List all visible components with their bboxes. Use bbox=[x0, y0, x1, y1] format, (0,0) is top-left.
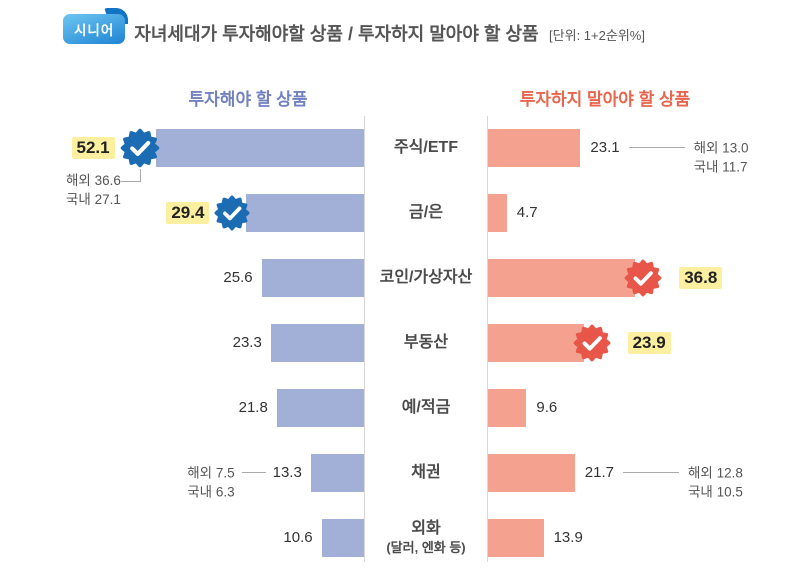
avoid-bar bbox=[488, 258, 636, 297]
avoid-cell: 13.9 bbox=[488, 505, 800, 570]
category-cell: 부동산 bbox=[364, 310, 488, 375]
invest-cell: 52.1 해외 36.6 국내 27.1 bbox=[0, 115, 364, 207]
avoid-bar bbox=[488, 323, 584, 362]
value-label: 13.9 bbox=[553, 529, 583, 546]
category-label: 금/은 bbox=[409, 203, 443, 221]
avoid-cell: 9.6 bbox=[488, 375, 800, 440]
senior-ribbon: 시니어 bbox=[63, 8, 129, 44]
note-line: 국내 10.5 bbox=[688, 484, 743, 499]
category-label: 코인/가상자산 bbox=[379, 268, 473, 286]
senior-badge: 시니어 bbox=[63, 14, 126, 44]
title-text: 자녀세대가 투자해야할 상품 / 투자하지 말아야 할 상품 bbox=[134, 24, 539, 44]
category-cell: 금/은 bbox=[364, 180, 488, 245]
value-label-highlighted: 52.1 bbox=[71, 136, 115, 159]
avoid-cell: 23.9 bbox=[488, 310, 800, 375]
avoid-column-title: 투자하지 말아야 할 상품 bbox=[519, 90, 691, 109]
invest-column-title: 투자해야 할 상품 bbox=[188, 90, 308, 109]
column-headers: 투자해야 할 상품 투자하지 말아야 할 상품 bbox=[0, 85, 800, 110]
chart-row-savings: 21.8 예/적금 9.6 bbox=[0, 375, 800, 440]
avoid-cell: 36.8 bbox=[488, 245, 800, 310]
note-connector bbox=[121, 169, 141, 182]
avoid-bar bbox=[488, 193, 507, 232]
category-cell: 외화 (달러, 엔화 등) bbox=[364, 505, 488, 570]
category-label: 주식/ETF bbox=[393, 138, 459, 156]
invest-cell: 29.4 bbox=[0, 180, 364, 245]
invest-cell: 21.8 bbox=[0, 375, 364, 440]
avoid-bar bbox=[488, 128, 581, 167]
note-line: 해외 13.0 bbox=[693, 140, 749, 155]
chart-row-realestate: 23.3 부동산 23.9 bbox=[0, 310, 800, 375]
chart-row-stocks: 52.1 해외 36.6 국내 27.1 주식/ETF 23.1 해 bbox=[0, 115, 800, 207]
value-label-highlighted: 29.4 bbox=[166, 201, 210, 224]
category-cell: 코인/가상자산 bbox=[364, 245, 488, 310]
category-label: 예/적금 bbox=[401, 398, 451, 416]
breakdown-note: 해외 12.8 국내 10.5 bbox=[688, 463, 743, 501]
invest-bar bbox=[276, 388, 364, 427]
header-spacer bbox=[364, 85, 488, 110]
invest-cell: 10.6 bbox=[0, 505, 364, 570]
category-label: 외화 bbox=[411, 520, 441, 537]
avoid-cell: 4.7 bbox=[488, 180, 800, 245]
invest-bar bbox=[246, 193, 364, 232]
invest-cell: 해외 7.5 국내 6.3 13.3 bbox=[0, 440, 364, 505]
chart-row-foreign-currency: 10.6 외화 (달러, 엔화 등) 13.9 bbox=[0, 505, 800, 570]
value-label: 25.6 bbox=[223, 269, 253, 286]
avoid-bar bbox=[488, 453, 575, 492]
invest-bar bbox=[321, 518, 364, 557]
check-badge-icon bbox=[622, 257, 664, 299]
note-connector bbox=[628, 147, 685, 148]
chart-row-crypto: 25.6 코인/가상자산 36.8 bbox=[0, 245, 800, 310]
diverging-bar-chart: 52.1 해외 36.6 국내 27.1 주식/ETF 23.1 해 bbox=[0, 115, 800, 570]
avoid-bar bbox=[488, 518, 544, 557]
category-label: 채권 bbox=[411, 463, 441, 481]
note-connector bbox=[241, 472, 266, 473]
value-label: 13.3 bbox=[272, 464, 302, 481]
check-badge-icon bbox=[118, 126, 162, 170]
check-badge-icon bbox=[212, 193, 252, 233]
note-connector bbox=[623, 472, 679, 473]
page-title: 자녀세대가 투자해야할 상품 / 투자하지 말아야 할 상품 [단위: 1+2순… bbox=[134, 20, 645, 46]
avoid-cell: 21.7 해외 12.8 국내 10.5 bbox=[488, 440, 800, 505]
avoid-cell: 23.1 해외 13.0 국내 11.7 bbox=[488, 115, 800, 180]
note-line: 국내 11.7 bbox=[693, 159, 748, 174]
value-label-highlighted: 36.8 bbox=[679, 266, 723, 289]
category-sublabel: (달러, 엔화 등) bbox=[386, 540, 466, 555]
note-line: 해외 12.8 bbox=[688, 465, 743, 480]
avoid-bar bbox=[488, 388, 527, 427]
value-label: 23.1 bbox=[590, 139, 620, 156]
category-cell: 채권 bbox=[364, 440, 488, 505]
category-label: 부동산 bbox=[403, 333, 449, 351]
chart-row-bonds: 해외 7.5 국내 6.3 13.3 채권 21.7 해외 12.8 국내 10… bbox=[0, 440, 800, 505]
value-label: 21.7 bbox=[584, 464, 614, 481]
note-line: 국내 27.1 bbox=[66, 192, 121, 207]
invest-cell: 23.3 bbox=[0, 310, 364, 375]
invest-bar bbox=[270, 323, 364, 362]
invest-cell: 25.6 bbox=[0, 245, 364, 310]
check-badge-icon bbox=[571, 322, 613, 364]
chart-row-gold: 29.4 금/은 4.7 bbox=[0, 180, 800, 245]
invest-bar bbox=[261, 258, 364, 297]
breakdown-note: 해외 13.0 국내 11.7 bbox=[694, 138, 749, 176]
note-line: 국내 6.3 bbox=[187, 484, 235, 499]
title-bar: 시니어 자녀세대가 투자해야할 상품 / 투자하지 말아야 할 상품 [단위: … bbox=[0, 0, 800, 46]
invest-bar bbox=[155, 128, 364, 167]
breakdown-note: 해외 36.6 국내 27.1 bbox=[66, 171, 121, 209]
note-line: 해외 7.5 bbox=[187, 465, 235, 480]
category-cell: 주식/ETF bbox=[364, 115, 488, 180]
value-label: 9.6 bbox=[536, 399, 558, 416]
value-label: 4.7 bbox=[516, 204, 538, 221]
category-cell: 예/적금 bbox=[364, 375, 488, 440]
value-label: 23.3 bbox=[232, 334, 262, 351]
value-label: 10.6 bbox=[283, 529, 313, 546]
value-label-highlighted: 23.9 bbox=[627, 331, 671, 354]
note-line: 해외 36.6 bbox=[66, 173, 121, 188]
invest-bar bbox=[310, 453, 364, 492]
value-label: 21.8 bbox=[238, 399, 268, 416]
unit-label: [단위: 1+2순위%] bbox=[549, 28, 645, 43]
breakdown-note: 해외 7.5 국내 6.3 bbox=[187, 463, 234, 501]
